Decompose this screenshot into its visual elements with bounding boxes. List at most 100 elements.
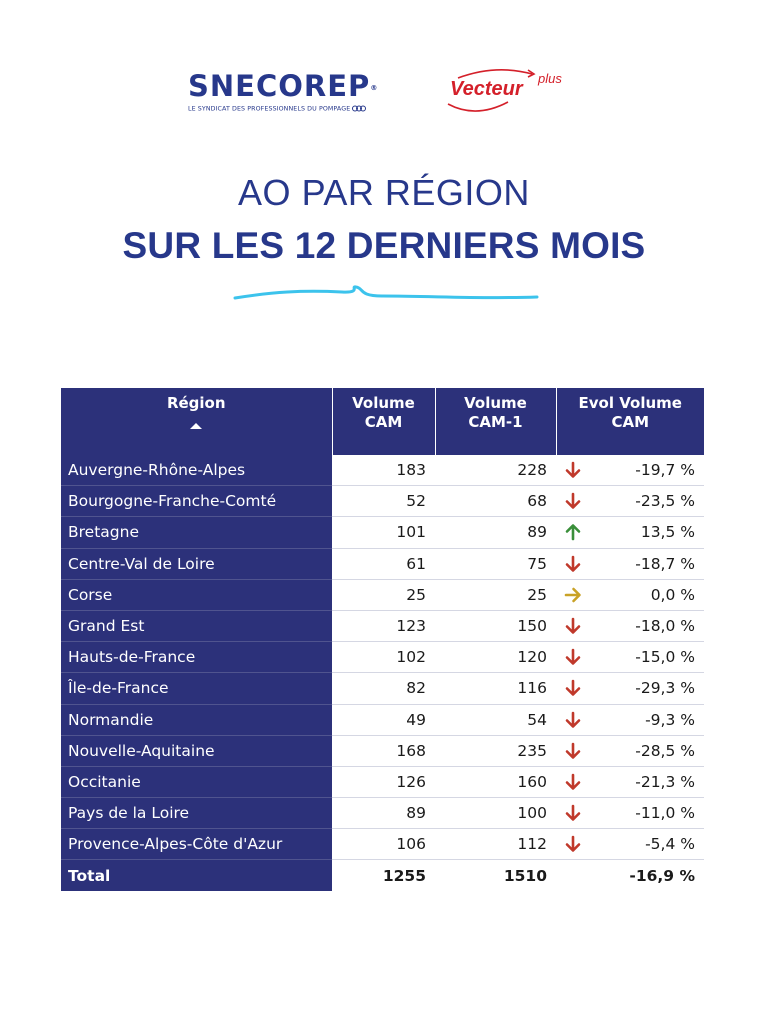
page-title: AO PAR RÉGION [238,172,530,213]
volume-cam: 183 [332,455,435,487]
page-subtitle: SUR LES 12 DERNIERS MOIS [122,225,646,266]
volume-cam: 82 [332,672,435,705]
volume-cam-1: 100 [435,797,556,830]
evol-volume: -21,3 % [556,766,704,799]
evol-value: -15,0 % [635,648,695,667]
region-name: Provence-Alpes-Côte d'Azur [61,828,332,861]
evol-volume: -18,7 % [556,548,704,580]
region-name: Bourgogne-Franche-Comté [61,485,332,518]
region-name: Normandie [61,704,332,736]
total-cam: 1255 [382,866,426,885]
arrow-down-icon [565,555,581,572]
table-row: Corse 25 25 0,0 % [61,579,704,611]
table-row: Normandie 49 54 -9,3 % [61,704,704,736]
evol-value: -18,0 % [635,617,695,636]
evol-value: 13,5 % [640,523,695,542]
snecorep-name: SNECOREP [188,69,371,103]
volume-cam: 49 [332,704,435,736]
evol-value: -11,0 % [635,804,695,823]
region-table: Région Volume CAM Volume CAM-1 Evol Volu… [61,388,704,891]
evol-volume: -28,5 % [556,735,704,767]
region-name: Centre-Val de Loire [61,548,332,580]
region-name: Occitanie [61,766,332,799]
evol-value: -19,7 % [635,461,695,480]
table-row: Hauts-de-France 102 120 -15,0 % [61,641,704,674]
volume-cam: 126 [332,766,435,799]
region-name: Bretagne [61,516,332,549]
region-name: Corse [61,579,332,611]
volume-cam-1: 75 [435,548,556,580]
header-volume-cam-1[interactable]: Volume CAM-1 [435,388,557,455]
sort-ascending-icon[interactable] [190,423,203,429]
volume-cam: 102 [332,641,435,674]
table-total-row: Total 1255 1510 -16,9 % [61,859,704,891]
arrow-up-icon [565,524,581,541]
evol-value: -29,3 % [635,679,695,698]
evol-volume: -18,0 % [556,610,704,643]
total-label: Total [61,859,332,891]
table-row: Centre-Val de Loire 61 75 -18,7 % [61,548,704,580]
region-name: Pays de la Loire [61,797,332,830]
header-volume-cam[interactable]: Volume CAM [332,388,436,455]
evol-volume: -11,0 % [556,797,704,830]
region-name: Île-de-France [61,672,332,705]
header-evol-volume-cam[interactable]: Evol Volume CAM [556,388,704,455]
arrow-right-icon [564,587,581,603]
table-row: Nouvelle-Aquitaine 168 235 -28,5 % [61,735,704,767]
region-name: Grand Est [61,610,332,643]
evol-volume: -29,3 % [556,672,704,705]
volume-cam-1: 68 [435,485,556,518]
snecorep-tagline: LE SYNDICAT DES PROFESSIONNELS DU POMPAG… [188,105,408,113]
volume-cam: 25 [332,579,435,611]
table-row: Provence-Alpes-Côte d'Azur 106 112 -5,4 % [61,828,704,861]
arrow-down-icon [565,742,581,759]
total-cam-1: 1510 [503,866,547,885]
vecteur-wordmark: Vecteur [450,78,523,100]
evol-volume: -19,7 % [556,455,704,487]
evol-value: -18,7 % [635,554,695,573]
snecorep-logo: SNECOREP® LE SYNDICAT DES PROFESSIONNELS… [188,70,408,113]
header-region[interactable]: Région [61,388,333,455]
registered-mark: ® [370,84,379,92]
arrow-down-icon [565,835,581,853]
evol-value: -23,5 % [635,492,695,511]
volume-cam-1: 160 [435,766,556,799]
volume-cam: 168 [332,735,435,767]
evol-volume: -23,5 % [556,485,704,518]
table-row: Pays de la Loire 89 100 -11,0 % [61,797,704,830]
volume-cam: 101 [332,516,435,549]
evol-value: -9,3 % [645,710,695,729]
volume-cam: 89 [332,797,435,830]
volume-cam: 123 [332,610,435,643]
region-name: Hauts-de-France [61,641,332,674]
evol-volume: -5,4 % [556,828,704,861]
volume-cam: 52 [332,485,435,518]
logo-bar: SNECOREP® LE SYNDICAT DES PROFESSIONNELS… [0,64,768,124]
arrow-down-icon [565,680,581,697]
waves-icon [352,105,367,112]
evol-volume: -15,0 % [556,641,704,674]
table-header-row: Région Volume CAM Volume CAM-1 Evol Volu… [61,388,704,455]
table-row: Île-de-France 82 116 -29,3 % [61,672,704,705]
evol-volume: 0,0 % [556,579,704,611]
vecteur-plus-logo: Vecteur plus [446,64,576,124]
arrow-down-icon [565,773,581,790]
region-name: Auvergne-Rhône-Alpes [61,455,332,487]
evol-value: -5,4 % [645,835,695,854]
volume-cam-1: 150 [435,610,556,643]
volume-cam-1: 235 [435,735,556,767]
total-evol: -16,9 % [629,866,695,885]
evol-value: 0,0 % [650,585,695,604]
evol-volume: 13,5 % [556,516,704,549]
evol-value: -28,5 % [635,741,695,760]
arrow-down-icon [565,804,581,821]
arrow-down-icon [565,492,581,509]
volume-cam-1: 89 [435,516,556,549]
table-row: Grand Est 123 150 -18,0 % [61,610,704,643]
volume-cam-1: 116 [435,672,556,705]
vecteur-plus-mark: plus [538,71,562,86]
volume-cam-1: 228 [435,455,556,487]
table-body: Auvergne-Rhône-Alpes 183 228 -19,7 % Bourgog… [61,455,704,861]
table-row: Auvergne-Rhône-Alpes 183 228 -19,7 % [61,455,704,487]
region-name: Nouvelle-Aquitaine [61,735,332,767]
